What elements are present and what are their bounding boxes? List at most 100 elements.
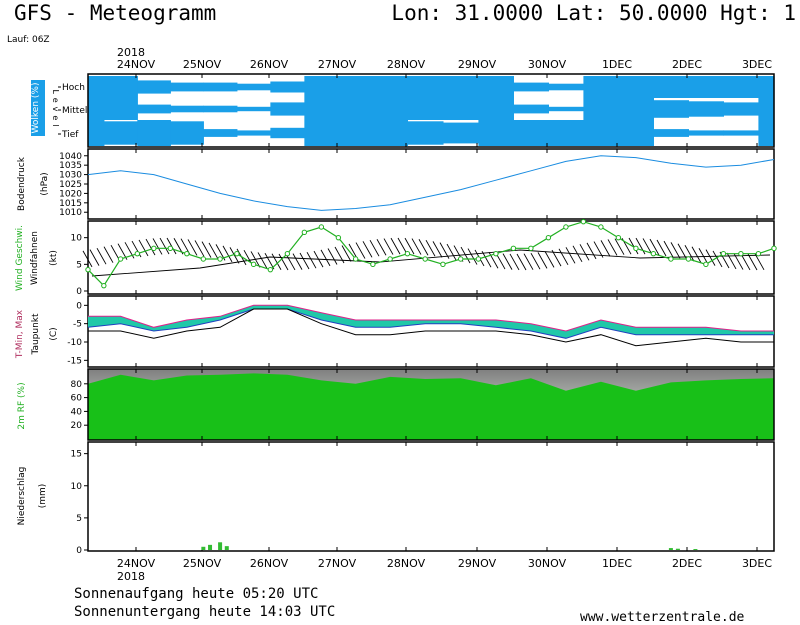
cloud-cell [103,98,138,120]
wind-speed-point [493,250,499,257]
cloud-cell [88,76,105,98]
cloud-cell [653,129,689,137]
precipitation-panel: 0 5 10 15 Niederschlag (mm) [17,441,775,556]
temperature-tick-label: -5 [73,320,82,330]
wind-barb [264,252,275,270]
dewpoint-line [88,308,774,347]
top-day-label: 27NOV [318,58,357,71]
humidity-area [88,373,774,440]
cloud-cell [548,120,584,146]
precipitation-axis-label: Niederschlag [17,467,27,526]
sunrise-text: Sonnenaufgang heute 05:20 UTC [74,586,318,602]
wind-barb [89,249,100,266]
chart-title: GFS - Meteogramm [14,1,216,25]
top-day-label: 24NOV [117,58,156,71]
wind-barb [187,239,198,256]
wind-speed-point [771,245,777,252]
wind-barb [411,238,422,255]
wind-barb [544,251,555,268]
wind-barb [705,249,716,266]
wind-barb [222,245,233,263]
cloud-cell [583,120,619,146]
cloud-cell [236,106,271,112]
bottom-day-label: 25NOV [183,557,222,570]
cloud-cell [407,121,444,145]
top-day-label: 30NOV [528,58,567,71]
wind-barb [257,252,268,269]
wind-barb [502,253,513,270]
cloud-cell [583,76,619,98]
wind-barb [579,244,590,261]
precipitation-bar [668,548,673,550]
wind-barb [285,253,296,271]
wind-unit-label: (kt) [49,250,59,266]
cloud-cell [270,127,305,139]
cloud-cell [583,98,619,120]
cloud-cell [653,76,689,98]
pressure-panel-frame [87,148,775,220]
wind-barb [82,250,93,268]
wind-speed-point [404,250,411,257]
wind-barb [299,252,310,270]
bottom-day-label: 28NOV [387,557,426,570]
temperature-tick-label: 0 [76,301,82,311]
wind-speed-point [440,261,446,268]
wind-barb [383,238,394,255]
wind-speed-point [217,256,223,262]
top-day-label: 28NOV [387,58,426,71]
wind-barb [656,239,667,257]
wind-barbs [82,237,771,277]
cloud-cell [723,102,759,116]
wind-barb [586,242,597,260]
wind-speed-point [738,250,744,257]
wind-barb [565,247,576,264]
humidity-tick-label: 60 [71,394,83,404]
cloud-cell [203,129,238,137]
wind-barb [446,243,457,261]
wind-speed-point [650,250,657,257]
cloud-cell [103,121,138,145]
wind-barb [208,242,219,260]
cloud-bands [88,76,775,146]
website-link[interactable]: www.wetterzentrale.de [580,610,745,625]
pressure-line [87,155,775,211]
model-run: Lauf: 06Z [7,35,50,45]
bottom-day-label: 30NOV [528,557,567,570]
cloud-cell [88,120,105,146]
cloud-cell [688,76,724,98]
wind-barb [271,253,282,270]
cloud-cell [338,120,374,146]
cloud-cell [653,100,689,118]
cloud-cell [170,82,204,92]
dewpoint-axis-label: Taupunkt [31,313,41,356]
humidity-panel-frame [87,368,775,441]
cloud-cell [478,76,514,98]
tmax-line [88,304,774,332]
wind-panel: 0 5 10 Wind Geschwi. Windfahnen (kt) [15,218,777,297]
wind-speed-point [267,266,274,273]
wind-barb [152,238,163,255]
cloud-cell [372,76,409,98]
wind-barb [481,250,492,268]
bottom-day-label: 27NOV [318,557,357,570]
cloud-cell [442,76,479,98]
cloud-cell [478,120,514,146]
cloud-cell [442,98,479,120]
wind-barb [138,239,149,257]
pressure-axis-label: Bodendruck [17,156,27,211]
wind-speed-point [167,245,174,252]
top-day-label: 2DEC [672,58,702,71]
cloud-cell [203,105,238,113]
top-day-label: 25NOV [183,58,222,71]
cloud-cell [478,98,514,120]
precipitation-bars [201,542,698,550]
wind-barb [642,238,653,255]
cloud-cell [304,98,339,120]
cloud-cell [723,76,759,98]
cloud-cell [103,76,138,98]
wind-speed-point [370,261,376,268]
cloud-level-label: Mittel [62,106,87,116]
precipitation-tick-label: 10 [71,482,83,492]
wind-barb [306,251,317,269]
cloud-cell [170,121,204,145]
